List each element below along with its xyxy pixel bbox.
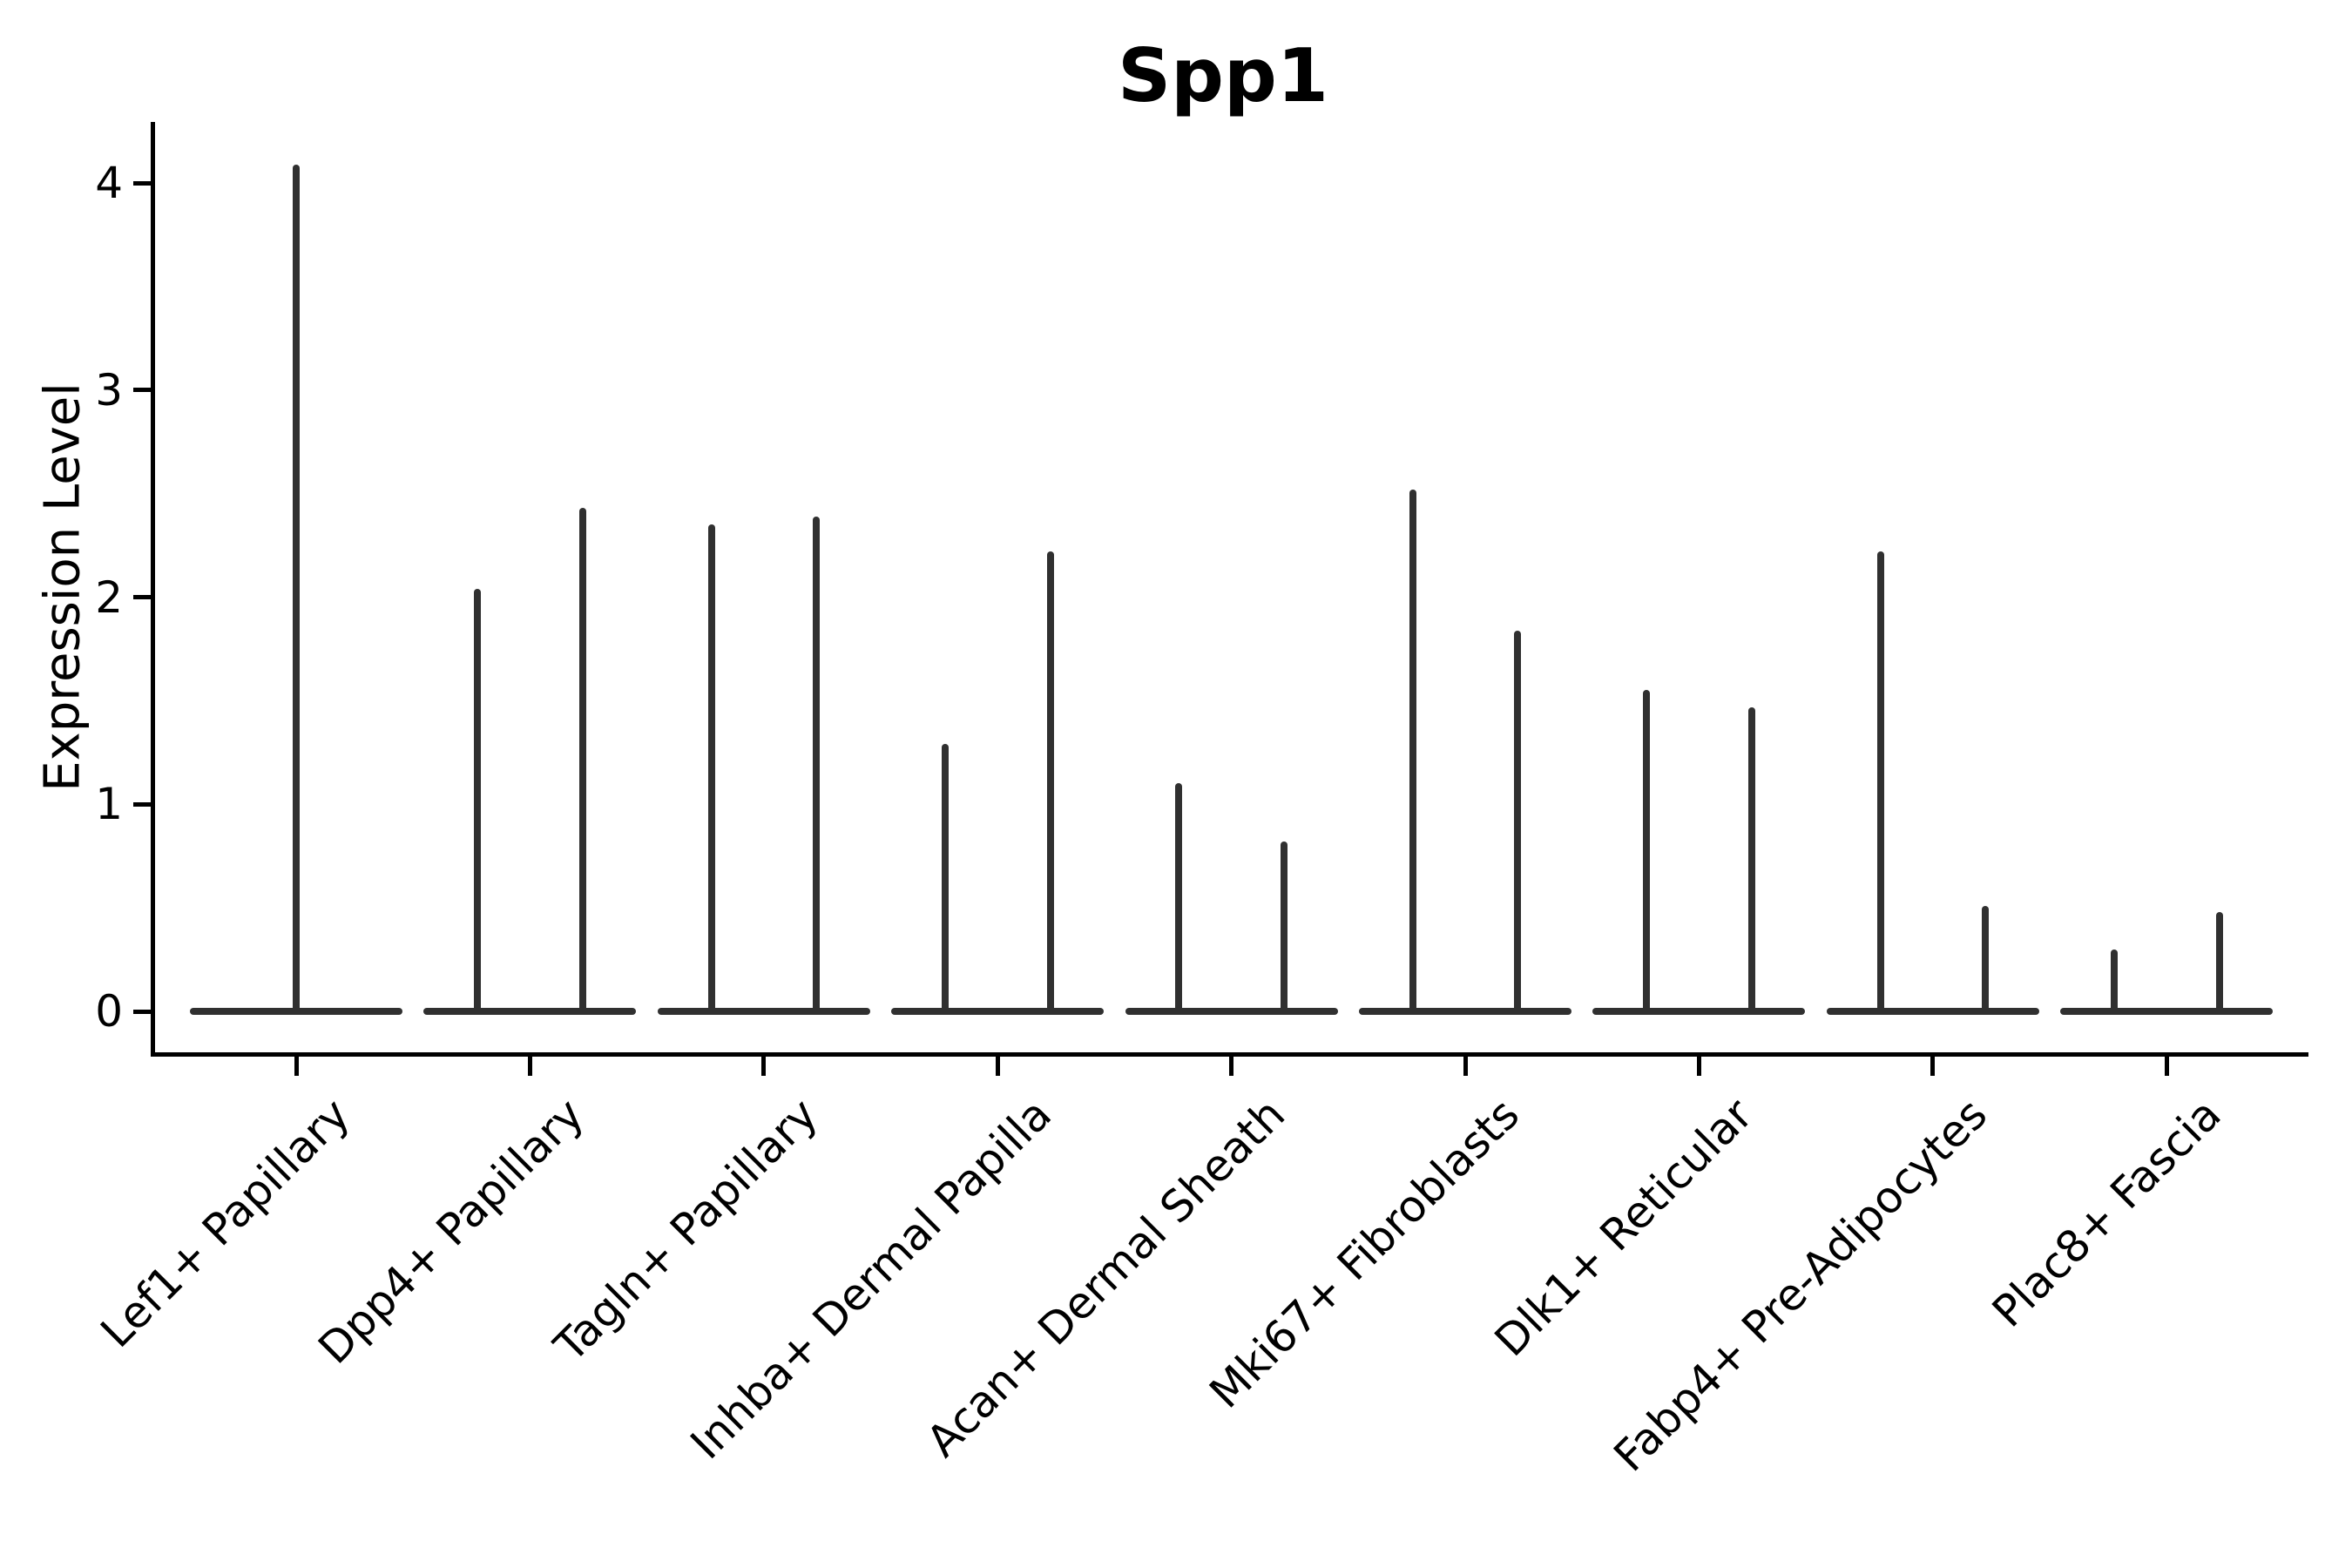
y-tick-mark: [133, 801, 151, 807]
violin-base: [1359, 1008, 1571, 1015]
x-tick-mark: [527, 1057, 532, 1076]
violin-spike: [1514, 630, 1522, 1015]
violin-spike: [813, 516, 821, 1015]
violin-base: [1826, 1008, 2039, 1015]
y-tick-label: 1: [95, 779, 123, 830]
violin-spike: [1747, 706, 1755, 1015]
violin-spike: [293, 164, 300, 1015]
violin-spike: [1175, 783, 1183, 1015]
violin-spike: [2215, 911, 2223, 1015]
violin-spike: [1046, 551, 1054, 1015]
violin-spike: [941, 744, 949, 1015]
violin-spike: [2110, 949, 2118, 1015]
x-tick-label: Lef1+ Papillary: [91, 1089, 361, 1358]
y-tick-label: 3: [95, 364, 123, 416]
violin-spike: [1982, 905, 1990, 1015]
violin-spike: [1280, 841, 1288, 1015]
y-tick-label: 4: [95, 158, 123, 208]
y-tick-mark: [133, 595, 151, 599]
x-tick-mark: [995, 1057, 1000, 1076]
y-tick-label: 0: [95, 986, 123, 1037]
y-tick-mark: [133, 388, 151, 393]
violin-base: [1592, 1008, 1806, 1015]
y-tick-mark: [133, 1009, 151, 1014]
x-tick-mark: [1930, 1057, 1936, 1076]
violin-base: [657, 1008, 870, 1015]
x-tick-mark: [1696, 1057, 1701, 1076]
y-axis-line: [151, 122, 155, 1057]
violin-base: [891, 1008, 1105, 1015]
violin-base: [1125, 1008, 1338, 1015]
violin-spike: [707, 524, 715, 1015]
violin-spike: [1409, 489, 1416, 1015]
x-tick-label: Fabp4+ Pre-Adipocytes: [1604, 1089, 1997, 1482]
x-tick-mark: [1463, 1057, 1468, 1076]
violin-base: [423, 1008, 637, 1015]
x-tick-mark: [2164, 1057, 2169, 1076]
violin-spike: [578, 508, 586, 1015]
y-tick-mark: [133, 180, 151, 186]
x-axis-line: [151, 1052, 2308, 1057]
x-tick-mark: [761, 1057, 767, 1076]
violin-spike: [474, 588, 482, 1015]
x-tick-label: Plac8+ Fascia: [1982, 1089, 2231, 1337]
violin-spike: [1643, 690, 1651, 1015]
x-tick-mark: [294, 1057, 299, 1076]
chart-title: Spp1: [1117, 33, 1329, 119]
violin-spike: [1876, 551, 1884, 1015]
x-tick-mark: [1229, 1057, 1234, 1076]
violin-base: [2060, 1008, 2274, 1015]
y-tick-label: 2: [95, 571, 123, 623]
x-tick-label: Dlk1+ Reticular: [1485, 1089, 1763, 1367]
